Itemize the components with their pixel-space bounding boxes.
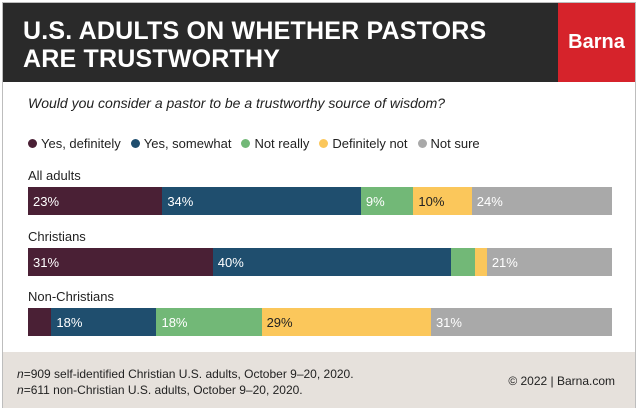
category-label: Christians	[28, 229, 86, 244]
sample-note-text-1: =909 self-identified Christian U.S. adul…	[23, 367, 354, 381]
bar-segment: 9%	[360, 187, 414, 215]
chart-title-line-2: ARE TRUSTWORTHY	[23, 45, 281, 73]
category-label: Non-Christians	[28, 289, 114, 304]
sample-note: n=909 self-identified Christian U.S. adu…	[17, 366, 354, 398]
sample-n-symbol: n	[17, 383, 24, 397]
header-banner: U.S. ADULTS ON WHETHER PASTORS ARE TRUST…	[3, 3, 635, 82]
bar-segment: 31%	[430, 308, 612, 336]
legend-label: Yes, somewhat	[143, 136, 232, 151]
sample-note-line-1: n=909 self-identified Christian U.S. adu…	[17, 366, 354, 382]
bar-segment: 24%	[471, 187, 612, 215]
bar-segment: 18%	[156, 308, 262, 336]
bar-segment	[451, 248, 475, 276]
sample-note-text-2: =611 non-Christian U.S. adults, October …	[23, 383, 303, 397]
legend-swatch	[28, 139, 37, 148]
chart-title: U.S. ADULTS ON WHETHER PASTORS ARE TRUST…	[23, 17, 486, 73]
legend-swatch	[130, 139, 140, 148]
legend-item: Not sure	[417, 136, 480, 151]
bar-segment: 18%	[51, 308, 157, 336]
legend-label: Not really	[254, 136, 310, 151]
stacked-bar: 31% 40% 21%	[28, 248, 612, 276]
bar-segment: 23%	[28, 187, 163, 215]
bar-segment	[28, 308, 52, 336]
category-label: All adults	[28, 168, 81, 183]
legend-label: Not sure	[430, 136, 480, 151]
bar-segment: 34%	[162, 187, 361, 215]
legend-label: Definitely not	[332, 136, 408, 151]
legend-item: Definitely not	[319, 136, 408, 151]
legend: Yes, definitely Yes, somewhat Not really De…	[28, 136, 490, 151]
chart-subtitle: Would you consider a pastor to be a trus…	[28, 95, 446, 111]
footer: n=909 self-identified Christian U.S. adu…	[3, 352, 635, 408]
bar-segment	[474, 248, 487, 276]
chart-title-line-1: U.S. ADULTS ON WHETHER PASTORS	[23, 17, 487, 45]
bar-segment: 29%	[261, 308, 431, 336]
legend-swatch	[417, 139, 427, 148]
sample-n-symbol: n	[17, 367, 24, 381]
copyright-credit: © 2022 | Barna.com	[508, 374, 615, 388]
legend-swatch	[241, 139, 251, 148]
bar-segment: 40%	[212, 248, 452, 276]
stacked-bar: 23% 34% 9% 10% 24%	[28, 187, 612, 215]
legend-item: Yes, definitely	[28, 136, 121, 151]
bar-segment: 10%	[413, 187, 472, 215]
legend-swatch	[319, 139, 329, 148]
barna-logo: Barna	[558, 3, 635, 82]
legend-item: Not really	[241, 136, 309, 151]
bar-segment: 31%	[28, 248, 213, 276]
sample-note-line-2: n=611 non-Christian U.S. adults, October…	[17, 382, 354, 398]
bar-segment: 21%	[486, 248, 612, 276]
legend-item: Yes, somewhat	[130, 136, 232, 151]
legend-label: Yes, definitely	[41, 136, 121, 151]
stacked-bar: 18% 18% 29% 31%	[28, 308, 612, 336]
